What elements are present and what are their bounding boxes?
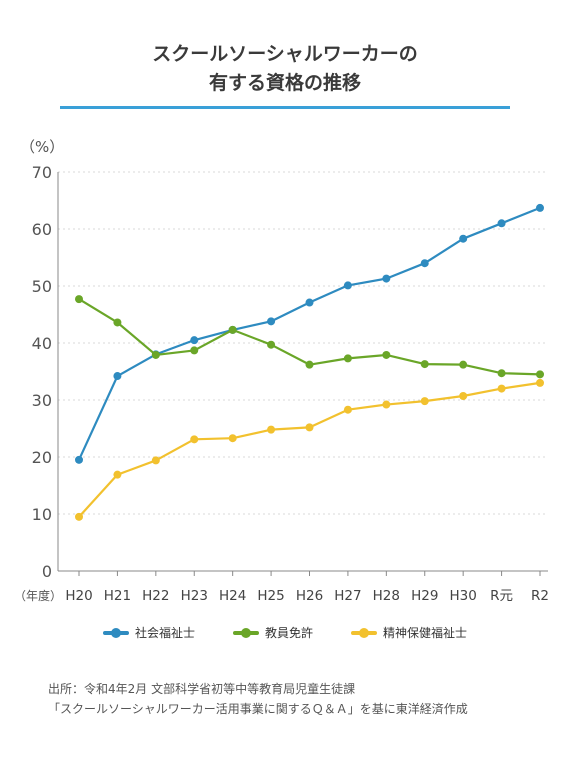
x-tick-label: H28 — [373, 588, 400, 604]
data-point — [113, 318, 122, 327]
data-point — [190, 435, 199, 444]
y-tick-label: 10 — [32, 505, 52, 524]
x-tick-label: H29 — [411, 588, 438, 604]
data-point — [305, 360, 314, 369]
x-tick-label: H30 — [449, 588, 476, 604]
y-tick-label: 50 — [32, 277, 52, 296]
chart-title-line2: 有する資格の推移 — [208, 72, 361, 94]
data-point — [75, 512, 83, 521]
source-note: 出所：令和4年2月 文部科学省初等中等教育局児童生徒課 「スクールソーシャルワー… — [48, 679, 468, 719]
x-tick-label: H26 — [296, 588, 323, 604]
data-point — [420, 259, 429, 268]
data-point — [497, 369, 506, 378]
data-point — [382, 274, 391, 283]
legend-label: 社会福祉士 — [134, 626, 195, 640]
y-tick-label: 70 — [32, 163, 52, 182]
y-tick-label: 30 — [32, 391, 52, 410]
data-point — [459, 360, 468, 369]
data-point — [228, 434, 237, 443]
y-tick-label: 60 — [32, 220, 52, 239]
x-tick-label: H22 — [142, 588, 169, 604]
legend-item: 教員免許 — [232, 624, 313, 641]
y-tick-label: 0 — [42, 562, 52, 581]
data-point — [190, 346, 199, 355]
x-tick-label: H27 — [334, 588, 361, 604]
legend-swatch — [351, 627, 377, 638]
data-point — [113, 470, 122, 479]
data-point — [267, 317, 276, 326]
data-point — [497, 384, 506, 393]
legend-swatch — [232, 627, 259, 638]
x-tick-label: H24 — [219, 588, 246, 604]
x-tick-label: H21 — [104, 588, 131, 604]
data-point — [536, 370, 544, 379]
chart-title-line1: スクールソーシャルワーカーの — [152, 43, 418, 65]
x-tick-label: H20 — [65, 588, 92, 604]
data-point — [267, 340, 276, 349]
data-point — [190, 336, 199, 345]
data-point — [459, 392, 468, 401]
x-axis-unit: （年度） — [14, 588, 62, 603]
y-tick-label: 40 — [32, 334, 52, 353]
source-line2: 「スクールソーシャルワーカー活用事業に関するＱ＆Ａ」を基に東洋経済作成 — [48, 702, 468, 716]
data-point — [151, 350, 160, 359]
data-point — [151, 456, 160, 465]
data-point — [75, 295, 83, 304]
legend-item: 精神保健福祉士 — [351, 624, 467, 641]
chart-title: スクールソーシャルワーカーの 有する資格の推移 — [0, 40, 570, 98]
line-chart: 0 10 20 30 40 50 60 70 H20 H21 H22 H23 H24 H25 H26 H27 H… — [14, 163, 549, 604]
legend-item: 社会福祉士 — [102, 624, 195, 641]
data-point — [497, 219, 506, 228]
x-tick-label: H23 — [181, 588, 208, 604]
legend-label: 教員免許 — [264, 626, 313, 640]
data-point — [536, 203, 544, 212]
y-tick-label: 20 — [32, 448, 52, 467]
x-tick-label: R2 — [531, 588, 549, 604]
data-point — [228, 325, 237, 334]
y-axis-unit: （%） — [20, 138, 65, 156]
source-line1: 出所：令和4年2月 文部科学省初等中等教育局児童生徒課 — [48, 682, 356, 696]
data-point — [382, 400, 391, 409]
x-tick-label: R元 — [490, 588, 513, 604]
data-point — [343, 405, 352, 414]
data-point — [536, 378, 544, 387]
data-point — [113, 372, 122, 381]
chart-legend: 社会福祉士 教員免許 精神保健福祉士 — [0, 624, 570, 641]
data-point — [305, 423, 314, 432]
legend-label: 精神保健福祉士 — [383, 626, 468, 640]
x-tick-label: H25 — [257, 588, 284, 604]
data-point — [343, 281, 352, 290]
data-point — [343, 354, 352, 363]
data-point — [382, 350, 391, 359]
data-point — [459, 234, 468, 243]
title-underline — [60, 106, 510, 109]
data-point — [305, 298, 314, 307]
data-point — [267, 425, 276, 434]
data-point — [75, 455, 83, 464]
series-line — [78, 206, 541, 461]
legend-swatch — [102, 627, 129, 638]
series-line — [78, 381, 541, 518]
data-point — [420, 360, 429, 369]
data-point — [420, 397, 429, 406]
